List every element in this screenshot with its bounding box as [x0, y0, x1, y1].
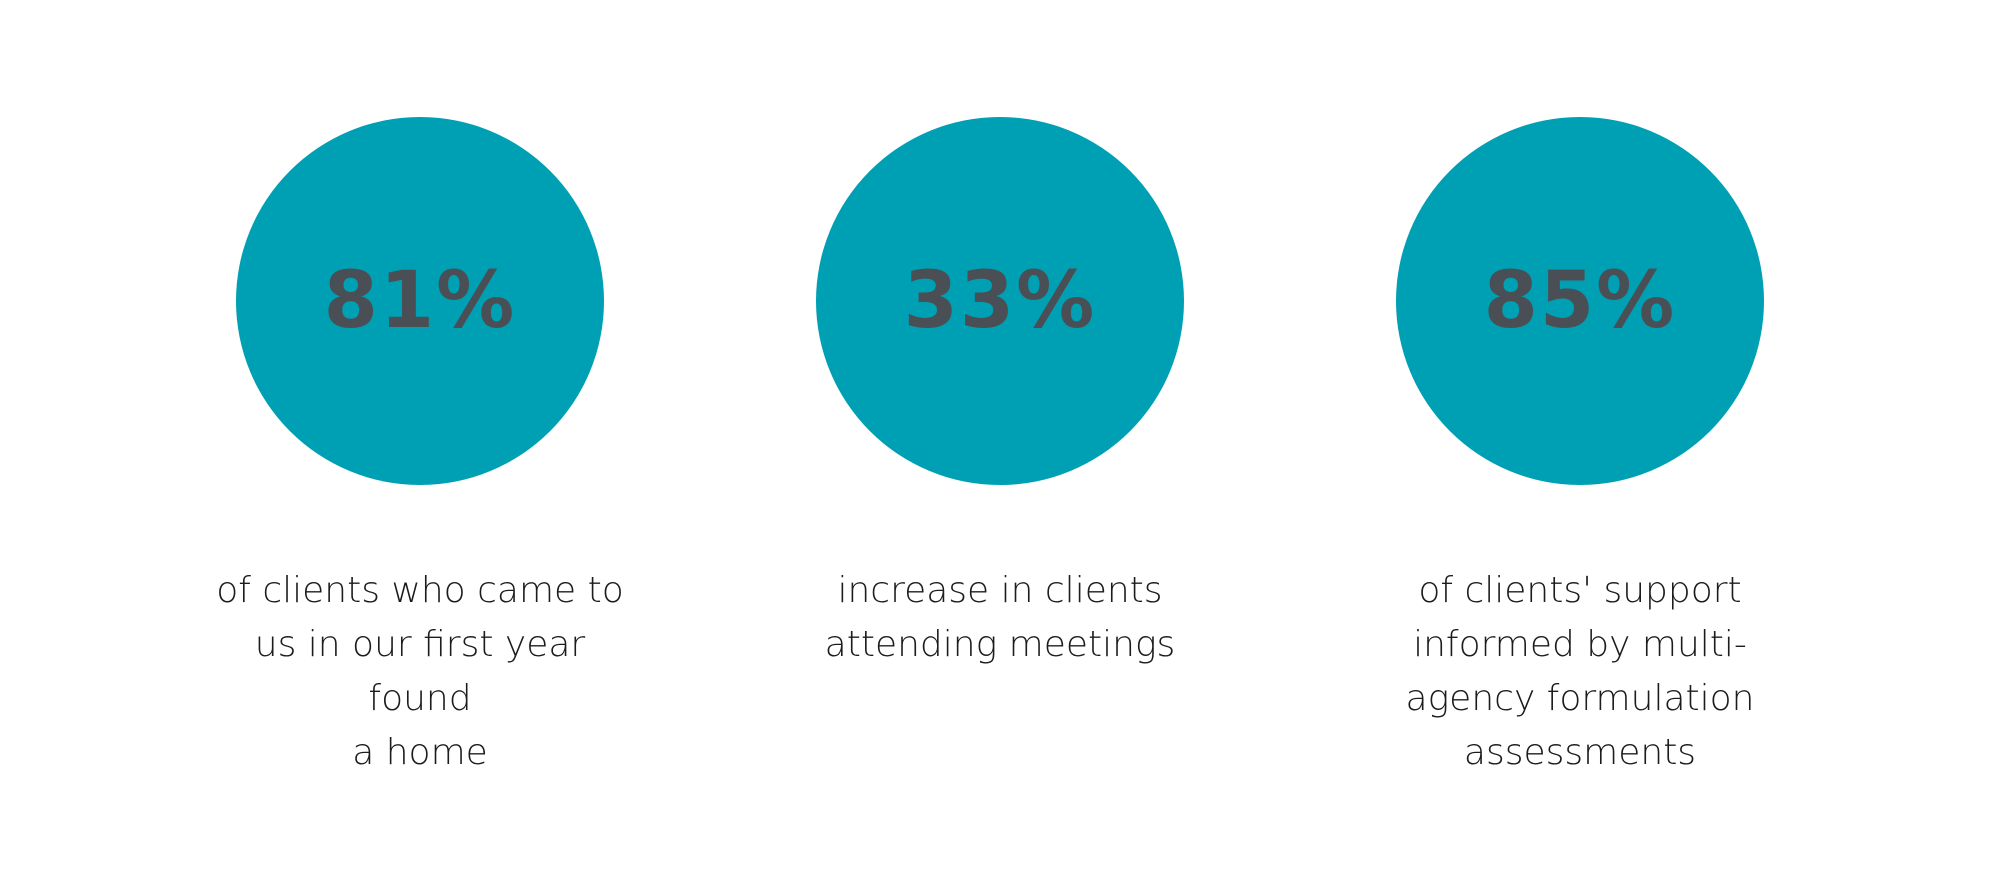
- stat-card-multi-agency: 85% of clients' support informed by mult…: [1360, 0, 1800, 889]
- caption-line: of clients' support: [1418, 570, 1742, 611]
- stat-value: 33%: [903, 256, 1097, 346]
- caption-line: a home: [352, 732, 488, 773]
- caption-line: increase in clients: [837, 570, 1163, 611]
- stat-card-found-home: 81% of clients who came to us in our fir…: [200, 0, 640, 889]
- caption-line: agency formulation: [1405, 678, 1755, 719]
- caption-line: us in our first year found: [254, 624, 586, 719]
- caption-line: attending meetings: [824, 624, 1176, 665]
- stat-circle: 81%: [236, 117, 604, 485]
- stat-card-meeting-attendance: 33% increase in clients attending meetin…: [780, 0, 1220, 889]
- caption-line: assessments: [1463, 732, 1697, 773]
- stat-circle: 33%: [816, 117, 1184, 485]
- stat-caption: of clients who came to us in our first y…: [200, 564, 640, 780]
- stat-caption: increase in clients attending meetings: [780, 564, 1220, 672]
- stat-caption: of clients' support informed by multi- a…: [1360, 564, 1800, 780]
- stat-circle: 85%: [1396, 117, 1764, 485]
- caption-line: informed by multi-: [1413, 624, 1747, 665]
- stat-value: 85%: [1483, 256, 1677, 346]
- stat-value: 81%: [323, 256, 517, 346]
- caption-line: of clients who came to: [216, 570, 624, 611]
